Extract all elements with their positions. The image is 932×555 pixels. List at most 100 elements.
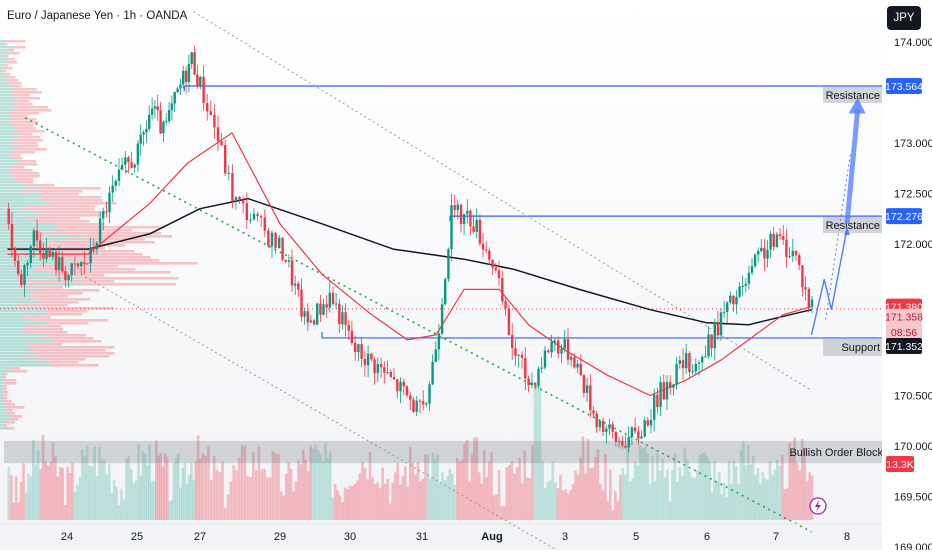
volume-bar: [324, 442, 327, 520]
currency-button[interactable]: JPY: [887, 6, 921, 30]
candle-up: [704, 356, 707, 358]
volume-bar: [54, 456, 57, 520]
candle-down: [405, 386, 409, 396]
volume-profile-bar-up: [0, 190, 21, 193]
volume-bar: [271, 450, 275, 520]
volume-profile-bar-down: [7, 58, 15, 61]
volume-bar: [277, 454, 280, 520]
candle-up: [810, 299, 814, 307]
candle-down: [396, 379, 399, 392]
candle-up: [570, 356, 573, 360]
volume-bar: [465, 439, 469, 520]
candle-up: [120, 164, 124, 170]
candle-down: [782, 236, 785, 240]
target-arrow-head: [848, 97, 866, 114]
volume-profile-bar-up: [0, 112, 9, 115]
candle-up: [750, 266, 754, 273]
candle-down: [763, 247, 766, 259]
volume-bar: [12, 503, 15, 520]
candle-up: [576, 363, 579, 368]
volume-profile-bar-down: [22, 316, 51, 319]
volume-profile-bar-up: [0, 337, 38, 340]
candle-down: [422, 401, 425, 405]
price-axis-tick-label: 172.000: [894, 239, 932, 251]
volume-profile-bar-up: [0, 64, 3, 67]
candle-up: [114, 181, 117, 186]
volume-bar: [673, 453, 677, 520]
volume-profile-bar-up: [0, 70, 2, 73]
volume-bar: [414, 474, 417, 520]
candle-down: [472, 226, 475, 232]
volume-bar: [651, 456, 654, 520]
volume-profile-bar-up: [0, 346, 30, 349]
candle-down: [159, 110, 162, 134]
volume-profile-bar-down: [20, 286, 63, 289]
volume-bar: [409, 447, 412, 520]
candle-down: [785, 239, 788, 257]
volume-profile-bar-up: [0, 304, 17, 307]
volume-profile-bar-up: [0, 226, 56, 229]
volume-profile-bar-down: [53, 340, 102, 343]
volume-profile-bar-up: [0, 193, 42, 196]
candle-up: [294, 283, 297, 286]
candle-down: [514, 348, 517, 356]
volume-bar: [463, 443, 466, 520]
candle-down: [284, 259, 287, 262]
volume-bar: [604, 454, 607, 520]
candle-up: [550, 342, 553, 353]
candle-down: [7, 208, 10, 225]
volume-bar: [218, 472, 221, 520]
volume-profile-bar-down: [18, 295, 68, 298]
candle-down: [478, 219, 482, 244]
volume-bar: [132, 483, 136, 520]
volume-bar: [90, 466, 94, 520]
candle-down: [412, 399, 415, 412]
volume-bar: [78, 477, 82, 520]
volume-profile-bar-up: [0, 82, 8, 85]
candle-up: [729, 295, 732, 303]
candle-up: [659, 382, 662, 408]
candle-up: [32, 230, 36, 247]
volume-profile-bar-down: [48, 271, 171, 274]
volume-bar: [480, 483, 484, 520]
volume-bar: [688, 471, 692, 520]
volume-profile-bar-up: [0, 61, 8, 64]
volume-bar: [419, 481, 422, 520]
level-price-tag: [886, 78, 922, 95]
volume-bar: [793, 437, 796, 520]
candle-down: [347, 324, 350, 331]
volume-profile-bar-up: [0, 214, 38, 217]
volume-bar: [663, 477, 667, 520]
chart-title: Euro / Japanese Yen · 1h · OANDA: [7, 10, 188, 22]
candle-up: [775, 234, 779, 247]
volume-profile-bar-down: [64, 256, 151, 259]
volume-profile-bar-up: [0, 325, 25, 328]
volume-profile-bar-up: [0, 232, 38, 235]
volume-bar: [773, 469, 777, 520]
candle-down: [312, 320, 316, 325]
volume-bar: [614, 490, 617, 520]
volume-bar: [199, 458, 202, 520]
volume-profile-bar-down: [60, 250, 135, 253]
volume-bar: [378, 488, 382, 520]
volume-bar: [781, 454, 784, 520]
support-label-box: [823, 338, 882, 356]
candle-down: [350, 330, 354, 343]
volume-bar: [401, 476, 405, 520]
volume-profile-bar-up: [0, 148, 13, 151]
candle-down: [325, 304, 328, 308]
volume-bar: [24, 492, 28, 520]
volume-profile-bar-down: [34, 352, 115, 355]
volume-bar: [226, 494, 230, 520]
candle-down: [611, 424, 614, 432]
volume-profile-bar-down: [49, 202, 117, 205]
volume-bar: [749, 464, 752, 520]
volume-profile-bar-down: [5, 49, 15, 52]
volume-profile-bar-up: [0, 103, 16, 106]
candle-down: [469, 210, 472, 227]
candle-down: [614, 431, 618, 442]
volume-profile-bar-down: [17, 181, 34, 184]
volume-bar: [215, 470, 219, 520]
